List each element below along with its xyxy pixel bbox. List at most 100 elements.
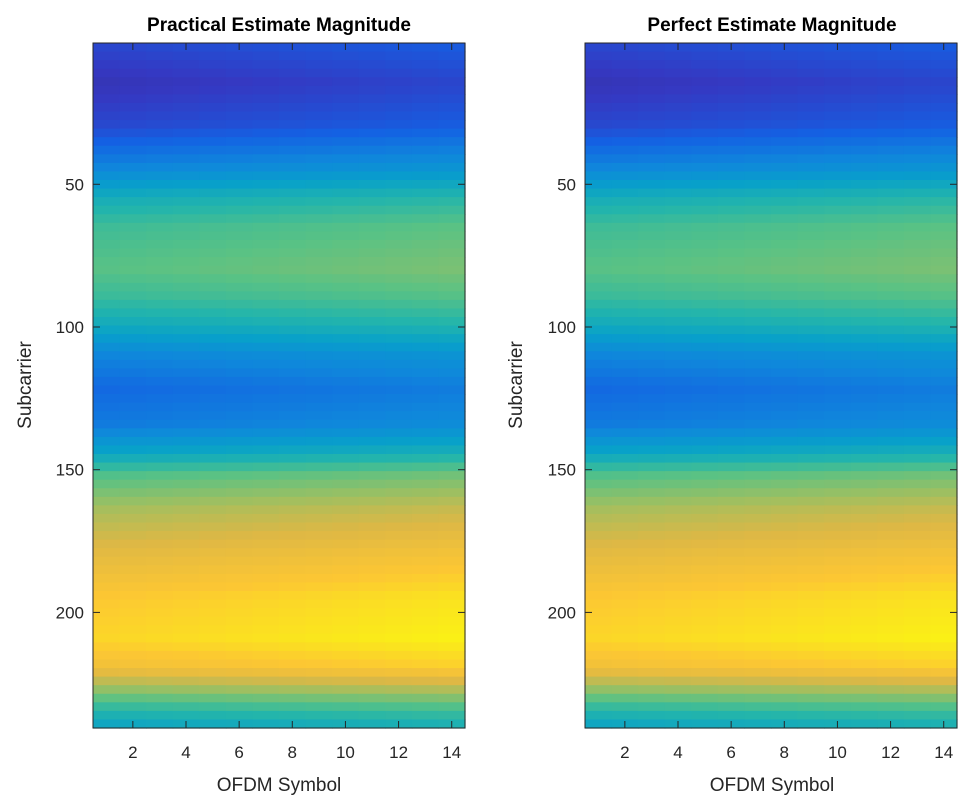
- heatmap-cell: [411, 197, 440, 207]
- heatmap-cell: [385, 479, 413, 489]
- heatmap-cell: [903, 85, 932, 95]
- heatmap-cell: [930, 479, 958, 489]
- heatmap-cell: [305, 471, 333, 481]
- heatmap-cell: [717, 668, 746, 678]
- heatmap-cell: [146, 342, 174, 352]
- heatmap-cell: [877, 51, 905, 61]
- heatmap-cell: [252, 402, 280, 412]
- heatmap-cell: [199, 274, 227, 284]
- heatmap-cell: [332, 633, 360, 643]
- heatmap-cell: [146, 171, 174, 181]
- heatmap-cell: [119, 274, 147, 284]
- heatmap-cell: [850, 274, 878, 284]
- heatmap-cell: [358, 359, 386, 369]
- heatmap-cell: [797, 205, 825, 215]
- heatmap-cell: [824, 299, 852, 310]
- heatmap-cell: [797, 633, 825, 643]
- heatmap-cell: [717, 145, 746, 155]
- heatmap-cell: [691, 274, 719, 284]
- heatmap-cell: [717, 565, 746, 575]
- heatmap-cell: [771, 376, 799, 387]
- heatmap-cell: [93, 197, 121, 207]
- heatmap-cell: [146, 385, 174, 395]
- heatmap-cell: [797, 505, 825, 515]
- heatmap-cell: [930, 556, 958, 566]
- heatmap-cell: [225, 513, 254, 524]
- heatmap-cell: [877, 120, 905, 130]
- heatmap-cell: [199, 402, 227, 412]
- heatmap-cell: [93, 522, 121, 532]
- heatmap-cell: [585, 685, 613, 695]
- heatmap-cell: [411, 608, 440, 618]
- heatmap-cell: [717, 659, 746, 669]
- heatmap-cell: [438, 137, 466, 147]
- heatmap-cell: [199, 308, 227, 318]
- heatmap-cell: [638, 548, 666, 558]
- heatmap-cell: [744, 308, 772, 318]
- heatmap-cell: [199, 616, 227, 626]
- heatmap-cell: [146, 471, 174, 481]
- heatmap-cell: [930, 454, 958, 464]
- heatmap-cell: [172, 582, 200, 592]
- heatmap-cell: [411, 479, 440, 489]
- heatmap-cell: [771, 282, 799, 292]
- heatmap-cell: [252, 85, 280, 95]
- heatmap-cell: [691, 94, 719, 104]
- heatmap-cell: [172, 291, 200, 301]
- heatmap-cell: [824, 513, 852, 524]
- heatmap-cell: [172, 625, 200, 635]
- heatmap-cell: [930, 180, 958, 190]
- heatmap-cell: [411, 308, 440, 318]
- heatmap-cell: [199, 513, 227, 524]
- heatmap-cell: [850, 231, 878, 241]
- heatmap-cell: [385, 565, 413, 575]
- heatmap-cell: [225, 394, 254, 404]
- heatmap-cell: [797, 608, 825, 618]
- heatmap-cell: [225, 608, 254, 618]
- heatmap-cell: [385, 488, 413, 498]
- heatmap-cell: [93, 385, 121, 395]
- heatmap-cell: [93, 496, 121, 506]
- heatmap-cell: [119, 633, 147, 643]
- heatmap-cell: [93, 582, 121, 592]
- heatmap-cell: [717, 111, 746, 121]
- heatmap-cell: [717, 342, 746, 352]
- heatmap-cell: [146, 522, 174, 532]
- heatmap-cell: [850, 616, 878, 626]
- heatmap-cell: [638, 719, 666, 729]
- heatmap-cell: [93, 376, 121, 387]
- heatmap-cell: [172, 505, 200, 515]
- heatmap-cell: [877, 102, 905, 113]
- heatmap-cell: [199, 145, 227, 155]
- heatmap-cell: [385, 317, 413, 327]
- heatmap-cell: [744, 197, 772, 207]
- heatmap-cell: [744, 659, 772, 669]
- heatmap-cell: [225, 222, 254, 232]
- heatmap-cell: [252, 394, 280, 404]
- heatmap-cell: [664, 659, 692, 669]
- heatmap-cell: [119, 659, 147, 669]
- heatmap-cell: [824, 556, 852, 566]
- heatmap-cell: [225, 539, 254, 549]
- heatmap-cell: [850, 539, 878, 549]
- heatmap-cell: [824, 402, 852, 412]
- heatmap-cell: [332, 359, 360, 369]
- heatmap-cell: [638, 205, 666, 215]
- heatmap-cell: [93, 85, 121, 95]
- heatmap-cell: [930, 248, 958, 258]
- heatmap-cell: [824, 94, 852, 104]
- heatmap-cell: [411, 471, 440, 481]
- heatmap-cell: [903, 479, 932, 489]
- heatmap-cell: [903, 573, 932, 584]
- heatmap-cell: [385, 573, 413, 584]
- heatmap-cell: [172, 668, 200, 678]
- heatmap-cell: [119, 154, 147, 164]
- heatmap-cell: [225, 128, 254, 138]
- heatmap-cell: [411, 676, 440, 686]
- heatmap-cell: [903, 685, 932, 695]
- heatmap-cell: [611, 402, 639, 412]
- heatmap-cell: [691, 650, 719, 661]
- heatmap-cell: [305, 454, 333, 464]
- heatmap-cell: [199, 334, 227, 344]
- heatmap-cell: [611, 428, 639, 438]
